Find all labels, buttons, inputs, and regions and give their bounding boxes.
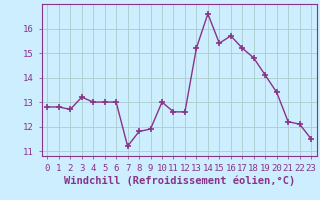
X-axis label: Windchill (Refroidissement éolien,°C): Windchill (Refroidissement éolien,°C): [64, 175, 295, 186]
